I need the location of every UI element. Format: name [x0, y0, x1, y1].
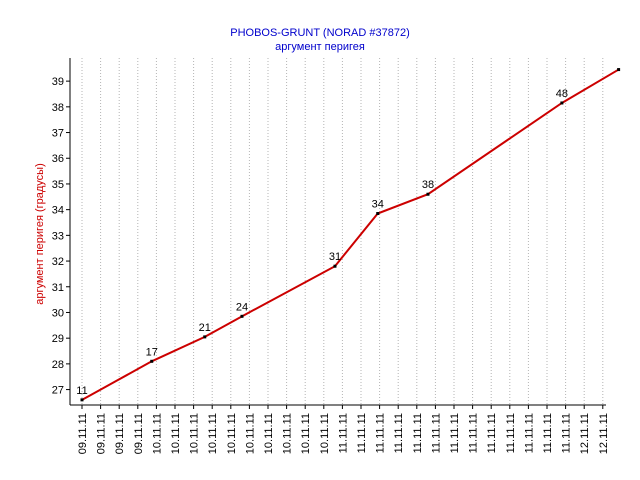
x-tick-label: 10.11.11: [300, 413, 312, 454]
x-tick-label: 11.11.11: [375, 413, 387, 453]
chart-subtitle: аргумент перигея: [275, 41, 365, 53]
ticks: 09.11.11 09.11.11 09.11.11 09.11.11 10.11.11…: [52, 76, 610, 454]
x-tick-label: 11.11.11: [356, 413, 368, 453]
x-tick-label: 10.11.11: [226, 413, 238, 454]
data-label: 34: [372, 199, 384, 211]
data-label: 31: [329, 251, 341, 263]
x-tick-label: 09.11.11: [77, 413, 89, 454]
x-tick-label: 11.11.11: [561, 413, 573, 453]
data-labels: 11 17 21 24 31 34 38 48: [76, 88, 568, 397]
grid: [81, 58, 604, 405]
x-tick-label: 10.11.11: [189, 413, 201, 454]
x-tick-label: 11.11.11: [523, 413, 535, 453]
data-point: [617, 68, 621, 72]
y-tick-label: 34: [52, 205, 64, 217]
x-tick-label: 10.11.11: [319, 413, 331, 454]
y-tick-label: 31: [52, 282, 64, 294]
x-tick-label: 10.11.11: [207, 413, 219, 454]
data-point: [80, 398, 84, 402]
data-label: 17: [146, 346, 158, 358]
data-label: 48: [556, 88, 568, 100]
x-tick-label: 09.11.11: [114, 413, 126, 454]
y-tick-label: 30: [52, 307, 64, 319]
data-point: [240, 314, 244, 318]
y-tick-label: 29: [52, 333, 64, 345]
x-tick-label: 11.11.11: [505, 413, 517, 453]
y-tick-label: 27: [52, 385, 64, 397]
y-tick-label: 32: [52, 256, 64, 268]
data-point: [150, 359, 154, 363]
x-tick-label: 11.11.11: [449, 413, 461, 453]
x-tick-label: 11.11.11: [542, 413, 554, 453]
data-label: 11: [76, 385, 87, 397]
x-tick-label: 11.11.11: [412, 413, 424, 453]
x-tick-label: 09.11.11: [133, 413, 145, 454]
y-tick-label: 28: [52, 359, 64, 371]
x-tick-label: 10.11.11: [244, 413, 256, 454]
series-line: [81, 68, 620, 401]
y-tick-label: 36: [52, 153, 64, 165]
x-tick-label: 12.11.11: [579, 413, 591, 454]
x-tick-label: 10.11.11: [263, 413, 275, 454]
x-tick-label: 11.11.11: [430, 413, 442, 453]
y-tick-label: 33: [52, 230, 64, 242]
y-tick-label: 39: [52, 76, 64, 88]
axes: [69, 58, 606, 406]
series: [80, 68, 621, 402]
data-point: [376, 212, 380, 216]
data-label: 21: [199, 322, 211, 334]
y-tick-label: 38: [52, 102, 64, 114]
x-tick-label: 11.11.11: [337, 413, 349, 453]
x-tick-label: 10.11.11: [151, 413, 163, 454]
y-tick-label: 37: [52, 128, 64, 140]
data-label: 38: [422, 179, 434, 191]
x-tick-label: 11.11.11: [468, 413, 480, 453]
x-tick-label: 10.11.11: [170, 413, 182, 454]
x-tick-label: 12.11.11: [598, 413, 610, 454]
chart-title: PHOBOS-GRUNT (NORAD #37872): [230, 27, 410, 39]
y-tick-label: 35: [52, 179, 64, 191]
y-axis-label: аргумент перигея (градусы): [34, 163, 46, 305]
x-tick-label: 11.11.11: [486, 413, 498, 453]
data-point: [333, 264, 337, 268]
data-label: 24: [236, 301, 248, 313]
data-point: [426, 192, 430, 196]
x-tick-label: 10.11.11: [282, 413, 294, 454]
data-point: [560, 101, 564, 105]
data-point: [203, 335, 207, 339]
x-tick-label: 11.11.11: [393, 413, 405, 453]
x-tick-label: 09.11.11: [96, 413, 108, 454]
